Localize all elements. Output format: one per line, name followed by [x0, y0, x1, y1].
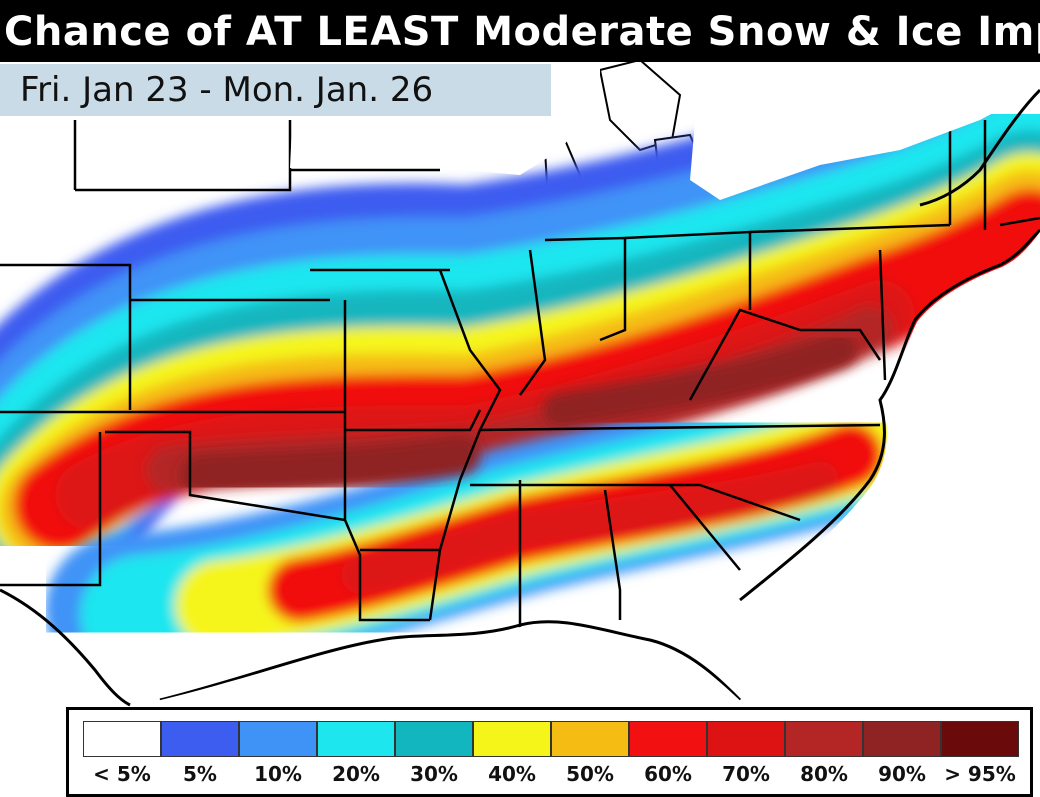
legend-label: 80% — [800, 762, 848, 786]
legend-label: 50% — [566, 762, 614, 786]
coastline — [0, 88, 1040, 707]
state-boundaries — [0, 120, 1040, 640]
legend-swatch — [317, 721, 395, 757]
legend-label: 10% — [254, 762, 302, 786]
legend-label: 20% — [332, 762, 380, 786]
legend-swatch — [161, 721, 239, 757]
legend-label: > 95% — [944, 762, 1016, 786]
legend-label: 30% — [410, 762, 458, 786]
legend-label: 5% — [183, 762, 217, 786]
legend-label: 40% — [488, 762, 536, 786]
map-title: Chance of AT LEAST Moderate Snow & Ice I… — [0, 0, 1040, 62]
canada-east — [690, 62, 1040, 200]
legend-swatch — [239, 721, 317, 757]
legend-swatch — [629, 721, 707, 757]
legend-swatch — [473, 721, 551, 757]
legend-swatch — [395, 721, 473, 757]
impact-probability-map — [0, 62, 1040, 780]
legend-swatch — [941, 721, 1019, 757]
legend-swatch — [83, 721, 161, 757]
date-range-label: Fri. Jan 23 - Mon. Jan. 26 — [0, 64, 551, 116]
legend-label: 60% — [644, 762, 692, 786]
legend-swatch — [551, 721, 629, 757]
legend-label: 90% — [878, 762, 926, 786]
color-legend: < 5% 5% 10% 20% 30% 40% 50% 60% 70% 80% 90% > 95% — [66, 707, 1033, 797]
legend-swatch — [785, 721, 863, 757]
atlantic-water — [745, 232, 1040, 700]
legend-label: 70% — [722, 762, 770, 786]
legend-label: < 5% — [93, 762, 151, 786]
legend-swatch — [707, 721, 785, 757]
legend-swatch — [863, 721, 941, 757]
